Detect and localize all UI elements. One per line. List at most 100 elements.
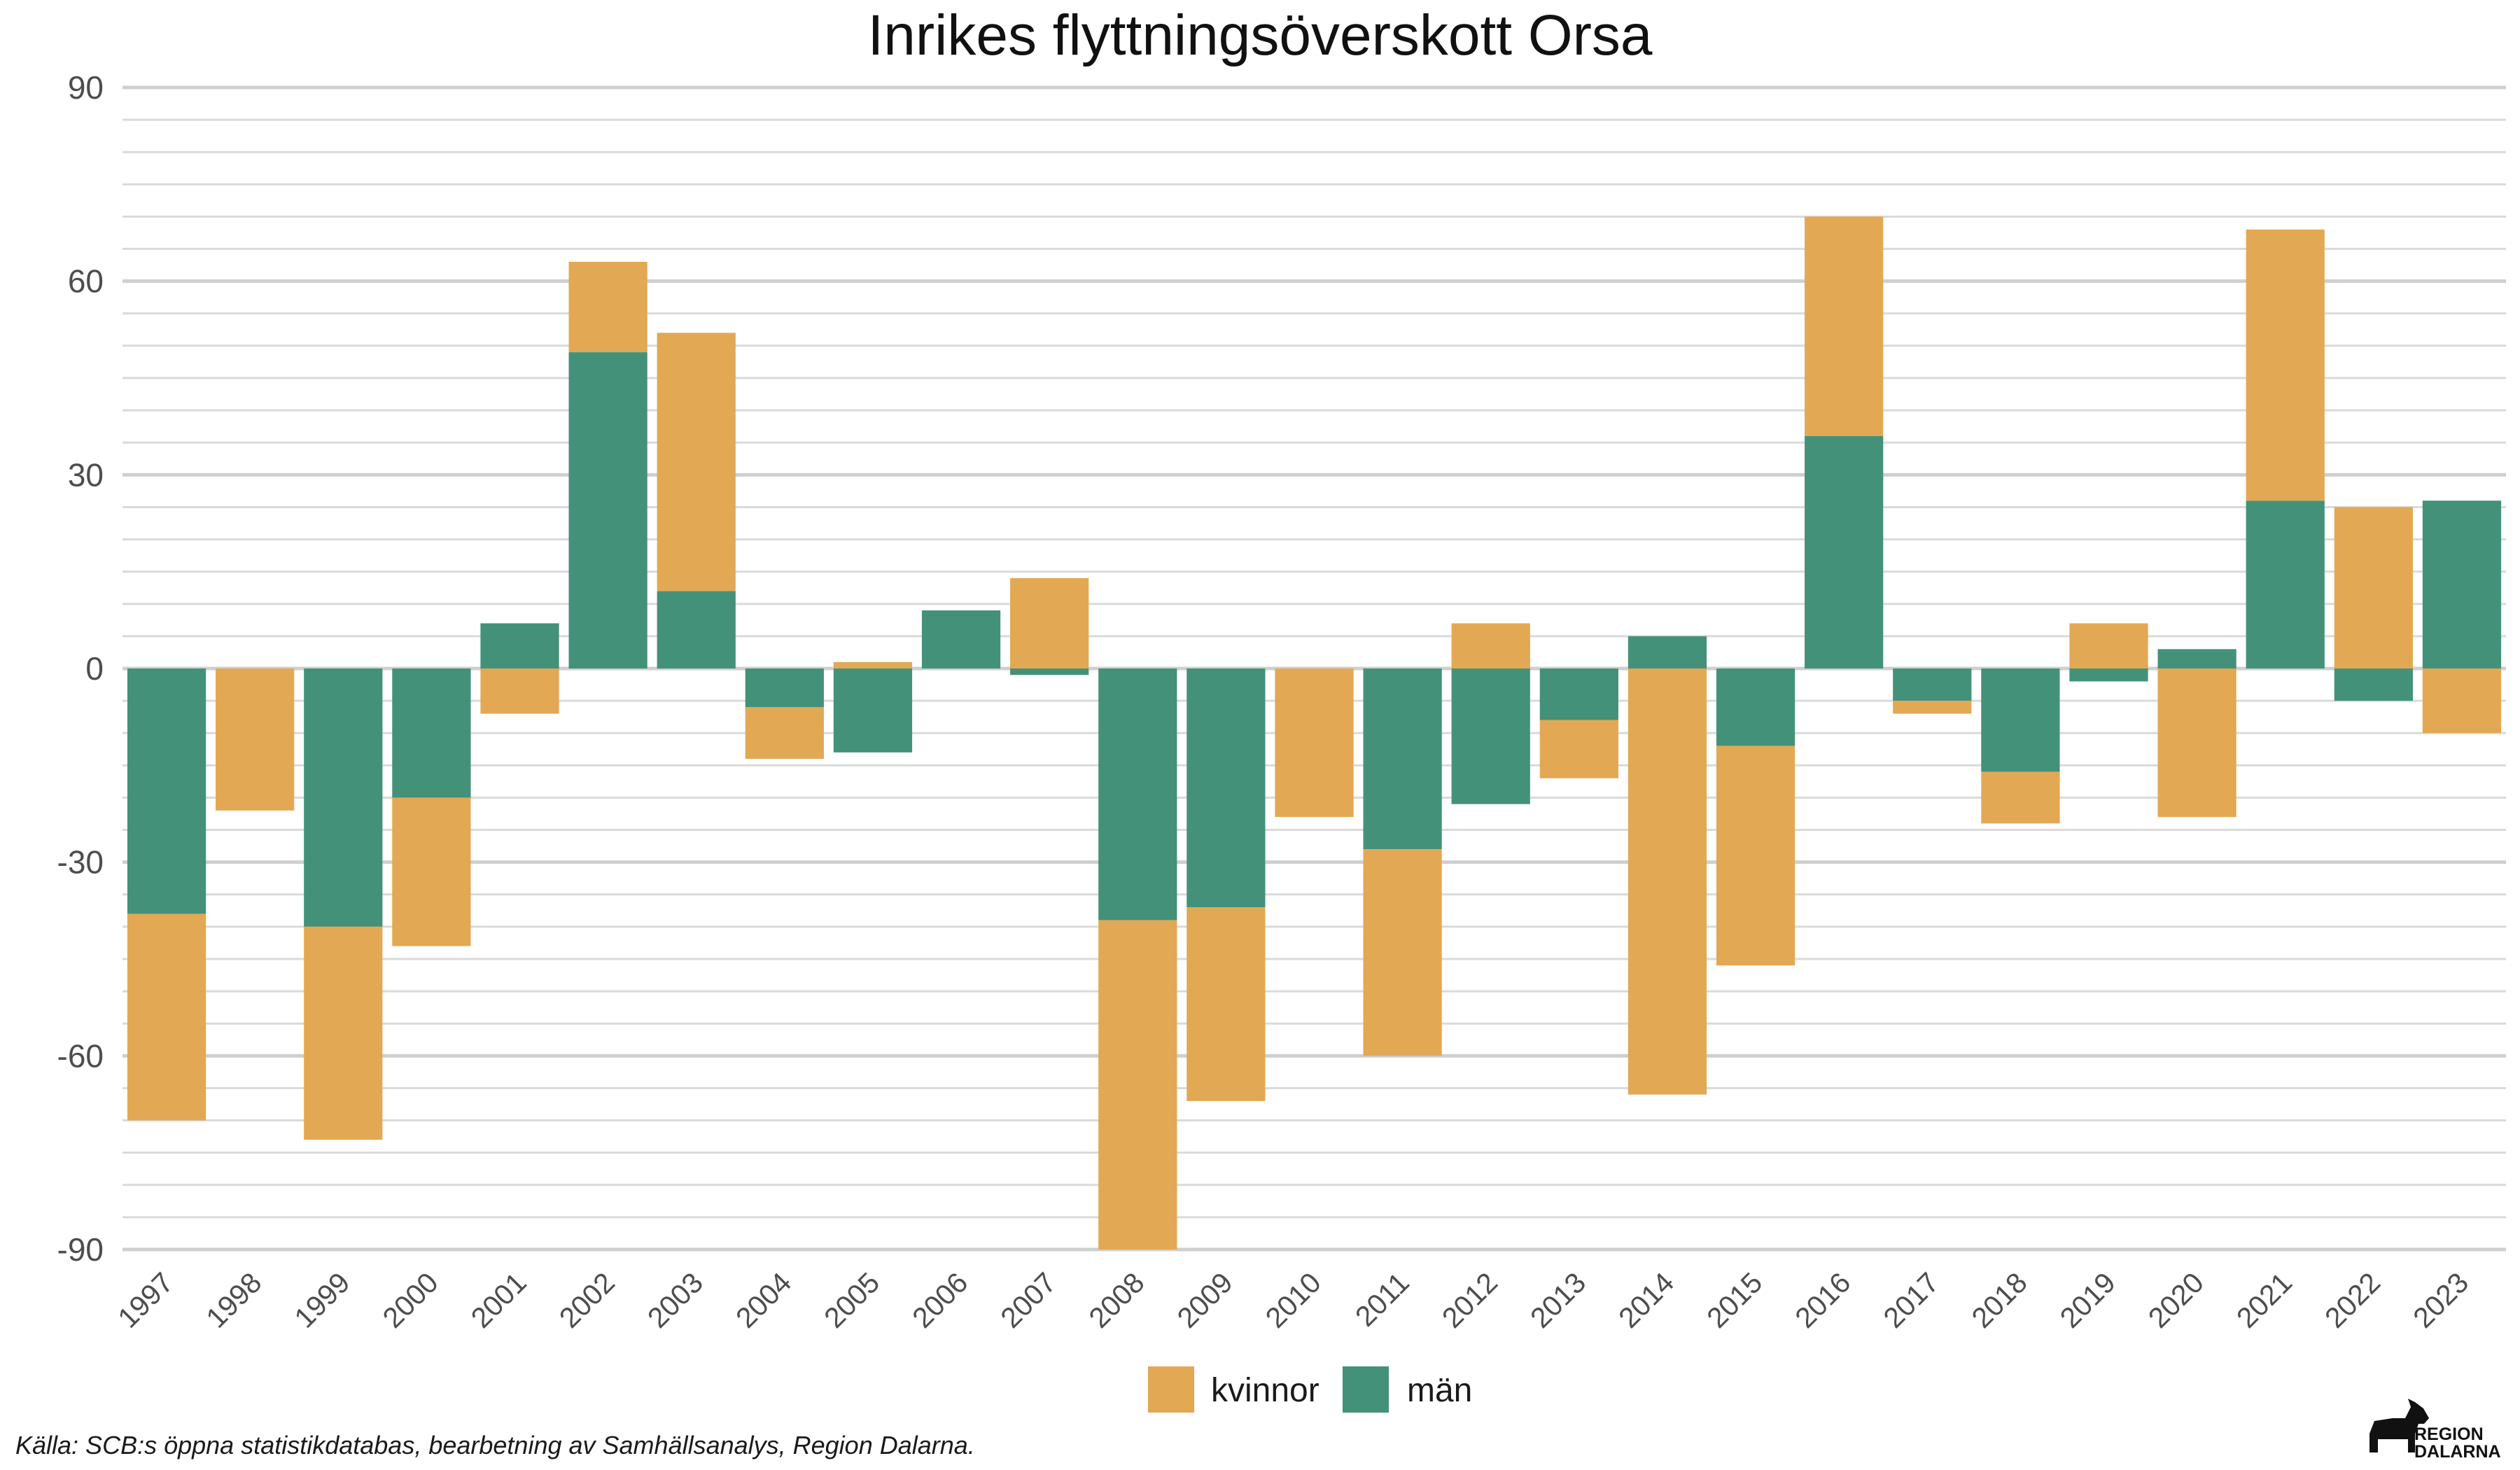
bar-man-2000 bbox=[392, 668, 471, 798]
bar-man-2017 bbox=[1893, 668, 1972, 701]
x-tick-label: 2001 bbox=[465, 1266, 533, 1334]
y-tick-label: 30 bbox=[68, 456, 104, 493]
bar-kvinnor-2003 bbox=[657, 332, 736, 592]
legend: kvinnor män bbox=[1148, 1366, 1472, 1413]
bar-man-2007 bbox=[1010, 668, 1089, 676]
bar-man-2005 bbox=[833, 668, 913, 752]
y-tick-label: 90 bbox=[68, 69, 104, 106]
bar-man-2011 bbox=[1363, 668, 1442, 850]
x-axis-tick-labels: 1997 1998 1999 2000 2001 2002 2003 2004 2005 2006… bbox=[111, 1266, 2474, 1334]
bar-kvinnor-2016 bbox=[1805, 216, 1884, 436]
y-axis-tick-labels: -90 -60 -30 0 30 60 90 bbox=[57, 69, 104, 1268]
source-caption: Källa: SCB:s öppna statistikdatabas, bea… bbox=[15, 1431, 975, 1460]
bar-man-2016 bbox=[1805, 436, 1884, 668]
bar-man-2003 bbox=[657, 591, 736, 668]
x-tick-label: 2015 bbox=[1700, 1266, 1768, 1334]
bar-man-2001 bbox=[480, 623, 559, 668]
y-tick-label: 60 bbox=[68, 263, 104, 300]
bar-kvinnor-2009 bbox=[1186, 907, 1266, 1101]
x-tick-label: 2018 bbox=[1966, 1266, 2033, 1334]
bars bbox=[127, 216, 2502, 1250]
bar-kvinnor-2012 bbox=[1451, 623, 1530, 668]
bar-man-2012 bbox=[1451, 668, 1530, 804]
y-tick-label: -90 bbox=[57, 1231, 104, 1268]
x-tick-label: 2019 bbox=[2054, 1266, 2122, 1334]
x-tick-label: 2009 bbox=[1171, 1266, 1239, 1334]
x-tick-label: 2013 bbox=[1524, 1266, 1592, 1334]
legend-label-kvinnor: kvinnor bbox=[1211, 1372, 1320, 1409]
bar-man-2002 bbox=[568, 352, 648, 668]
x-tick-label: 2020 bbox=[2142, 1266, 2210, 1334]
legend-swatch-kvinnor bbox=[1148, 1366, 1194, 1413]
dala-horse-icon bbox=[2370, 1399, 2429, 1452]
y-tick-label: -60 bbox=[57, 1037, 104, 1074]
bar-kvinnor-2001 bbox=[480, 668, 559, 714]
bar-kvinnor-2005 bbox=[833, 662, 913, 668]
bar-kvinnor-1998 bbox=[216, 668, 295, 811]
bar-man-2013 bbox=[1539, 668, 1618, 720]
x-tick-label: 2023 bbox=[2407, 1266, 2474, 1334]
bar-man-1997 bbox=[127, 668, 206, 914]
x-tick-label: 2003 bbox=[641, 1266, 709, 1334]
bar-man-2008 bbox=[1098, 668, 1177, 920]
bar-kvinnor-2021 bbox=[2246, 229, 2325, 501]
x-tick-label: 2007 bbox=[995, 1266, 1063, 1334]
legend-swatch-man bbox=[1343, 1366, 1389, 1413]
legend-label-man: män bbox=[1407, 1372, 1472, 1409]
bar-kvinnor-2015 bbox=[1716, 746, 1795, 966]
bar-kvinnor-2007 bbox=[1010, 578, 1089, 668]
logo-text-dalarna: DALARNA bbox=[2414, 1442, 2501, 1462]
bar-kvinnor-2017 bbox=[1893, 701, 1972, 714]
x-tick-label: 2008 bbox=[1083, 1266, 1151, 1334]
x-tick-label: 2011 bbox=[1349, 1266, 1415, 1333]
x-tick-label: 2014 bbox=[1612, 1266, 1680, 1334]
x-tick-label: 1999 bbox=[288, 1266, 356, 1334]
bar-man-1999 bbox=[304, 668, 383, 927]
x-tick-label: 2022 bbox=[2318, 1266, 2386, 1334]
x-tick-label: 2016 bbox=[1789, 1266, 1857, 1334]
bar-kvinnor-2023 bbox=[2422, 668, 2502, 734]
bar-man-2019 bbox=[2069, 668, 2148, 682]
bar-kvinnor-2018 bbox=[1981, 771, 2060, 824]
x-tick-label: 1998 bbox=[200, 1266, 268, 1334]
x-tick-label: 2012 bbox=[1436, 1266, 1504, 1334]
y-tick-label: 0 bbox=[85, 650, 104, 687]
bar-man-2022 bbox=[2334, 668, 2413, 701]
bar-kvinnor-2011 bbox=[1363, 849, 1442, 1056]
chart-title: Inrikes flyttningsöverskott Orsa bbox=[867, 4, 1652, 67]
x-tick-label: 2010 bbox=[1259, 1266, 1327, 1334]
bar-man-2006 bbox=[921, 610, 1001, 668]
bar-kvinnor-1997 bbox=[127, 913, 206, 1121]
bar-kvinnor-2022 bbox=[2334, 507, 2413, 668]
bar-kvinnor-2019 bbox=[2069, 623, 2148, 668]
x-tick-label: 2021 bbox=[2230, 1266, 2298, 1334]
x-tick-label: 2000 bbox=[377, 1266, 444, 1334]
bar-kvinnor-2014 bbox=[1628, 668, 1707, 1095]
x-tick-label: 2005 bbox=[818, 1266, 886, 1334]
bar-man-2009 bbox=[1186, 668, 1266, 908]
region-dalarna-logo: REGION DALARNA bbox=[2370, 1399, 2501, 1462]
x-tick-label: 2002 bbox=[553, 1266, 621, 1334]
x-tick-label: 2006 bbox=[906, 1266, 974, 1334]
bar-man-2023 bbox=[2422, 500, 2502, 668]
bar-kvinnor-2013 bbox=[1539, 720, 1618, 778]
bar-kvinnor-2000 bbox=[392, 797, 471, 946]
bar-man-2015 bbox=[1716, 668, 1795, 746]
bar-man-2004 bbox=[745, 668, 824, 708]
x-tick-label: 2004 bbox=[729, 1266, 797, 1334]
x-tick-label: 1997 bbox=[111, 1266, 179, 1334]
bar-man-2018 bbox=[1981, 668, 2060, 772]
bar-kvinnor-2020 bbox=[2157, 668, 2236, 818]
logo-text-region: REGION bbox=[2414, 1424, 2484, 1444]
y-tick-label: -30 bbox=[57, 844, 104, 881]
bar-kvinnor-1999 bbox=[304, 926, 383, 1140]
bar-man-2020 bbox=[2157, 649, 2236, 668]
bar-kvinnor-2010 bbox=[1275, 668, 1354, 818]
bar-kvinnor-2004 bbox=[745, 707, 824, 760]
x-tick-label: 2017 bbox=[1877, 1266, 1945, 1334]
bar-kvinnor-2002 bbox=[568, 262, 648, 353]
bar-kvinnor-2008 bbox=[1098, 920, 1177, 1250]
bar-man-2014 bbox=[1628, 636, 1707, 668]
bar-man-2021 bbox=[2246, 500, 2325, 668]
